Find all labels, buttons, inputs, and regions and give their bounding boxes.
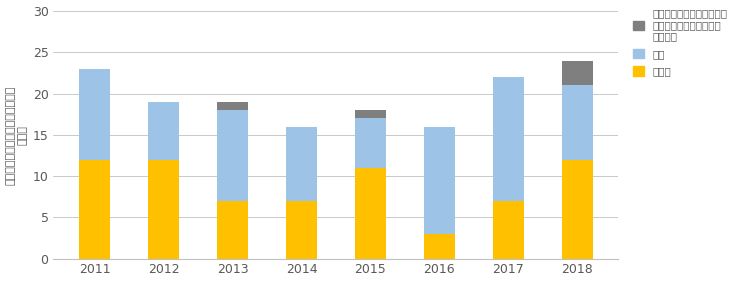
Bar [424, 127, 455, 234]
Bar [355, 110, 386, 118]
Bar [148, 102, 179, 160]
Bar [217, 201, 248, 259]
Bar [79, 69, 110, 160]
Bar [79, 160, 110, 259]
Bar [355, 118, 386, 168]
Bar [562, 160, 593, 259]
Bar [493, 201, 524, 259]
Bar [286, 127, 317, 201]
Bar [217, 110, 248, 201]
Bar [493, 77, 524, 201]
Y-axis label: 自然の力への暴露による死亡者数
（人）: 自然の力への暴露による死亡者数 （人） [6, 85, 27, 185]
Bar [562, 61, 593, 85]
Bar [562, 85, 593, 160]
Bar [286, 201, 317, 259]
Bar [424, 234, 455, 259]
Bar [217, 102, 248, 110]
Bar [148, 160, 179, 259]
Bar [355, 168, 386, 259]
Legend: その他（日光、地すべり、
暴風雨など、洪水など、
その他）, 低温, 熱中症: その他（日光、地すべり、 暴風雨など、洪水など、 その他）, 低温, 熱中症 [629, 4, 731, 81]
